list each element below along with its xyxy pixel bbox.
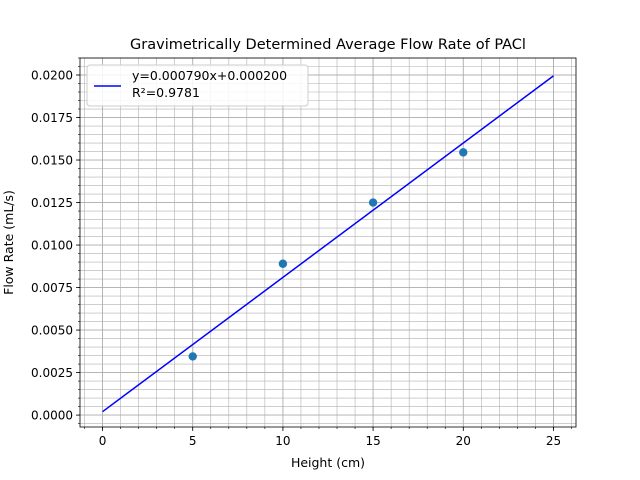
x-tick-label: 20 bbox=[456, 434, 471, 448]
chart-title: Gravimetrically Determined Average Flow … bbox=[130, 37, 526, 53]
axis-ticks: 0 5 10 15 20 25 0.0000 0.0025 0.0050 0.0075 0.0100… bbox=[31, 57, 572, 448]
data-layer bbox=[102, 75, 554, 413]
x-tick-label: 0 bbox=[99, 434, 107, 448]
scatter-point bbox=[459, 148, 468, 157]
y-tick-label: 0.0000 bbox=[31, 409, 73, 423]
y-tick-label: 0.0150 bbox=[31, 154, 73, 168]
scatter-point bbox=[278, 259, 288, 268]
y-tick-label: 0.0050 bbox=[31, 324, 73, 338]
x-tick-label: 5 bbox=[189, 434, 197, 448]
y-tick-label: 0.0125 bbox=[31, 196, 73, 210]
plot-frame bbox=[79, 57, 577, 428]
legend-box bbox=[86, 64, 309, 107]
y-tick-label: 0.0025 bbox=[31, 366, 73, 380]
major-grid bbox=[80, 58, 576, 427]
legend-equation: y=0.000790x+0.000200 bbox=[132, 68, 287, 83]
legend: y=0.000790x+0.000200 R²=0.9781 bbox=[86, 64, 309, 107]
y-tick-label: 0.0075 bbox=[31, 281, 73, 295]
x-tick-label: 25 bbox=[546, 434, 561, 448]
y-tick-label: 0.0200 bbox=[31, 69, 73, 83]
y-tick-label: 0.0175 bbox=[31, 111, 73, 125]
plot-area-background bbox=[80, 58, 576, 427]
x-tick-label: 15 bbox=[365, 434, 380, 448]
scatter-point bbox=[368, 198, 378, 207]
fit-line bbox=[102, 75, 554, 413]
legend-r-squared: R²=0.9781 bbox=[132, 85, 200, 100]
x-tick-label: 10 bbox=[275, 434, 290, 448]
scatter-point bbox=[188, 352, 197, 361]
y-axis-label: Flow Rate (mL/s) bbox=[1, 190, 16, 295]
x-axis-label: Height (cm) bbox=[291, 455, 365, 470]
y-tick-label: 0.0100 bbox=[31, 239, 73, 253]
